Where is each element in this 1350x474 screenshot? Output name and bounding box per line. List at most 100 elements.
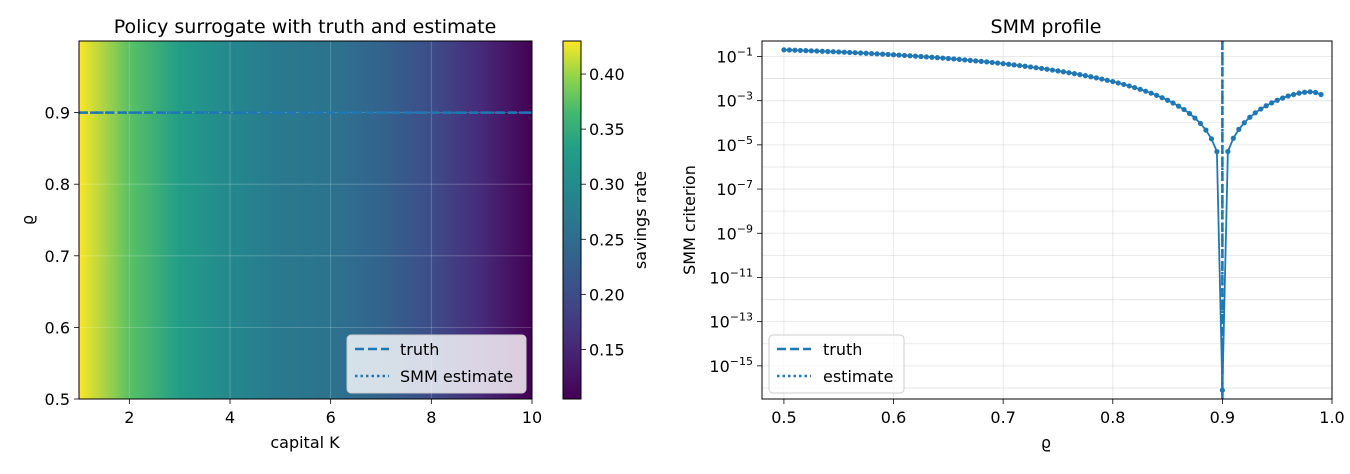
smm-profile-frame [761, 40, 1333, 400]
smm-criterion-point [945, 55, 951, 62]
smm-profile-y-tick-exponent: −3 [737, 90, 753, 103]
smm-criterion-point [858, 50, 864, 56]
smm-profile-y-tick-exponent: −9 [737, 222, 753, 235]
smm-profile-y-tick-base: 10 [709, 268, 729, 287]
smm-criterion-point [1033, 65, 1039, 71]
smm-criterion-point [1285, 93, 1291, 99]
smm-profile-series [781, 47, 1324, 393]
smm-criterion-point [1066, 70, 1072, 76]
smm-criterion-point [1247, 114, 1253, 120]
smm-criterion-point [885, 51, 891, 58]
smm-criterion-point [1027, 64, 1034, 70]
smm-criterion-point [1093, 75, 1099, 81]
smm-criterion-point [1318, 91, 1324, 98]
smm-criterion-point [1099, 76, 1105, 82]
smm-criterion-point [863, 50, 869, 56]
smm-profile-y-tick-label: 10−5 [716, 134, 753, 155]
smm-profile-x-ticks: 0.5 0.6 0.7 0.8 0.9 1.0 [771, 399, 1345, 427]
heatmap-y-tick-label: 0.5 [45, 390, 70, 409]
smm-criterion-point [1164, 97, 1171, 103]
smm-criterion-point [781, 47, 787, 53]
smm-profile-y-axis-label: SMM criterion [680, 165, 699, 275]
smm-profile-x-tick-label: 0.5 [771, 408, 796, 427]
smm-criterion-point [1280, 95, 1286, 101]
smm-criterion-point [995, 60, 1001, 66]
smm-criterion-point [1159, 95, 1165, 101]
heatmap-legend-box [346, 334, 527, 394]
smm-criterion-point [841, 49, 847, 55]
heatmap-y-tick-label: 0.9 [45, 104, 70, 123]
smm-criterion-point [1291, 91, 1297, 98]
smm-profile-y-tick-base: 10 [716, 92, 736, 111]
smm-profile-y-tick-label: 10−1 [716, 45, 753, 66]
smm-profile-y-tick-base: 10 [716, 180, 736, 199]
smm-criterion-point [1148, 90, 1154, 96]
smm-criterion-point [1006, 61, 1012, 67]
smm-profile-y-tick-exponent: −1 [737, 45, 753, 58]
smm-criterion-point [1269, 100, 1275, 106]
heatmap-x-tick-label: 8 [426, 408, 436, 427]
smm-profile-x-axis-label: ϱ [1041, 433, 1051, 452]
smm-criterion-point [918, 53, 924, 60]
colorbar-tick-label: 0.20 [589, 285, 625, 304]
heatmap-panel: Policy surrogate with truth and estimate… [18, 16, 542, 452]
smm-profile-y-tick-label: 10−11 [709, 266, 753, 287]
heatmap-frame [78, 40, 533, 400]
heatmap-grid [79, 41, 532, 400]
smm-criterion-point [956, 56, 962, 63]
smm-profile-y-tick-label: 10−9 [716, 222, 753, 243]
smm-criterion-point [825, 48, 831, 55]
smm-profile-y-tick-exponent: −15 [730, 355, 753, 368]
smm-criterion-point [1126, 83, 1132, 89]
colorbar-tick-label: 0.40 [589, 65, 625, 84]
smm-profile-y-tick-label: 10−7 [716, 178, 753, 199]
smm-criterion-point [1077, 72, 1083, 78]
smm-criterion-point [951, 56, 957, 62]
smm-criterion-point [934, 55, 940, 61]
heatmap-legend: truth SMM estimate [346, 334, 527, 394]
heatmap-x-tick-label: 2 [124, 408, 134, 427]
smm-criterion-point [1060, 69, 1067, 75]
smm-criterion-point [847, 49, 853, 56]
smm-criterion-point [1241, 120, 1247, 126]
smm-criterion-point [1000, 61, 1006, 67]
smm-criterion-point [1225, 148, 1231, 155]
smm-criterion-point [1170, 100, 1176, 106]
smm-criterion-point [1312, 89, 1319, 96]
smm-criterion-point [1263, 103, 1269, 109]
smm-criterion-point [874, 51, 880, 57]
colorbar-tick-label: 0.35 [589, 120, 625, 139]
smm-criterion-point [1121, 81, 1127, 88]
smm-criterion-point [814, 48, 820, 54]
smm-profile-x-tick-label: 0.8 [1100, 408, 1125, 427]
smm-profile-panel: SMM profile 0.5 0.6 0.7 0.8 0.9 1.0 10−1510−1… [680, 16, 1345, 452]
smm-criterion-point [1230, 135, 1236, 141]
legend-label-smm-estimate: SMM estimate [400, 367, 513, 386]
smm-profile-x-tick-label: 0.7 [990, 408, 1015, 427]
smm-profile-y-tick-base: 10 [716, 224, 736, 243]
smm-criterion-point [1088, 74, 1094, 80]
smm-criterion-point [1071, 71, 1078, 77]
legend-label-truth: truth [400, 340, 439, 359]
colorbar: 0.15 0.20 0.25 0.30 0.35 0.40 savings rate [562, 40, 650, 400]
smm-criterion-point [1307, 89, 1313, 95]
heatmap-x-tick-label: 10 [522, 408, 542, 427]
smm-criterion-point [879, 51, 886, 57]
smm-criterion-point [989, 59, 995, 66]
smm-criterion-point [1296, 90, 1302, 96]
smm-criterion-point [1016, 62, 1023, 69]
smm-criterion-point [1208, 136, 1215, 142]
smm-criterion-point [962, 57, 968, 63]
smm-criterion-point [1022, 63, 1028, 69]
smm-profile-y-tick-exponent: −11 [730, 266, 753, 279]
smm-criterion-point [1154, 92, 1160, 98]
smm-criterion-point [1197, 120, 1204, 127]
smm-profile-y-tick-base: 10 [709, 313, 729, 332]
smm-criterion-point [1252, 110, 1258, 116]
smm-criterion-point [797, 47, 803, 54]
smm-criterion-point [1143, 88, 1149, 94]
smm-criterion-point [819, 48, 825, 54]
heatmap-y-axis-label: ϱ [18, 215, 37, 225]
